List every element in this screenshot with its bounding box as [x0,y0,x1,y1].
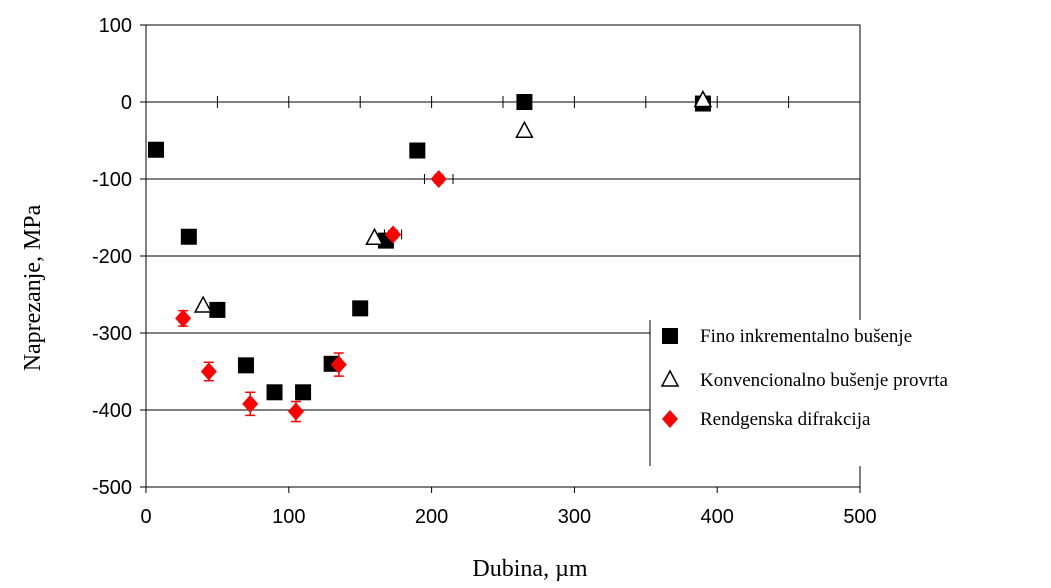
x-tick-label: 200 [415,506,448,528]
data-point [200,362,217,381]
data-point [242,394,259,413]
y-tick-label: -300 [92,323,132,345]
data-point [237,357,254,374]
data-point [209,301,226,318]
legend-marker [662,410,678,428]
legend-label: Fino inkrementalno bušenje [700,326,912,347]
legend-label: Konvencionalno bušenje provrta [700,370,949,391]
y-axis: 100 0 -100 -200 -300 -400 -500 [92,15,146,499]
x-axis-title: Dubina, µm [472,556,587,582]
y-tick-label: -100 [92,169,132,191]
legend-marker [662,328,678,344]
data-point [175,309,192,328]
series-1 [193,89,713,313]
legend-marker [660,369,680,387]
legend: Fino inkrementalno bušenje Konvencionalno… [649,320,1047,466]
y-tick-label: 100 [99,15,132,37]
data-point [516,94,533,110]
data-point [330,355,347,374]
data-point [147,141,164,158]
y-tick-label: 0 [121,92,132,114]
data-point [295,384,312,401]
y-axis-title: Naprezanje, MPa [20,204,46,371]
data-point [430,170,447,188]
y-tick-label: -200 [92,246,132,268]
x-tick-label: 100 [272,506,305,528]
data-point [693,89,713,108]
zero-axis [216,96,790,108]
data-point [515,120,534,139]
x-tick-label: 300 [558,506,591,528]
data-point [266,384,283,401]
legend-box [650,320,1047,466]
data-point [365,227,384,246]
data-point [409,142,426,159]
series-0 [147,94,711,401]
x-axis: 0 100 200 300 400 500 [140,487,877,528]
legend-label: Rendgenska difrakcija [700,409,871,430]
series-2 [175,170,454,423]
data-marks [147,89,713,423]
x-tick-label: 400 [701,506,734,528]
y-tick-label: -500 [92,477,132,499]
data-point [287,402,304,421]
data-point [352,300,369,317]
data-point [193,295,213,313]
x-tick-label: 500 [843,506,876,528]
y-tick-label: -400 [92,400,132,422]
data-point [385,225,402,244]
data-point [180,228,197,245]
x-tick-label: 0 [140,506,151,528]
